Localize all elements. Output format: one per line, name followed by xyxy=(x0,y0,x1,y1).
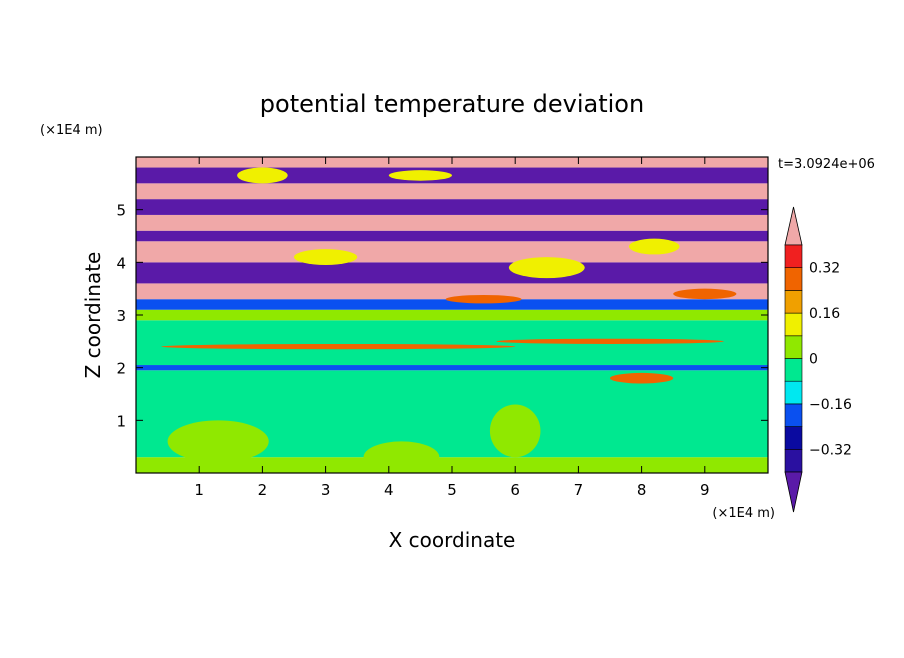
field-band-10 xyxy=(136,214,768,231)
x-tick-label: 6 xyxy=(510,481,520,499)
colorbar-tick-label: 0 xyxy=(809,352,818,368)
y-tick-label: 4 xyxy=(116,254,126,272)
chart-title: potential temperature deviation xyxy=(260,90,644,118)
y-tick-label: 2 xyxy=(116,360,126,378)
y-tick-label: 1 xyxy=(116,412,126,430)
field-band-0 xyxy=(136,457,768,473)
field-band-7 xyxy=(136,262,768,284)
colorbar-tick-label: −0.16 xyxy=(809,397,852,413)
field-feature-2 xyxy=(610,372,674,384)
field-feature-1 xyxy=(496,338,724,344)
colorbar-swatch-2 xyxy=(784,403,803,427)
field-band-12 xyxy=(136,183,768,200)
field-band-2 xyxy=(136,365,768,371)
colorbar-swatch-4 xyxy=(784,358,803,382)
colorbar-tick-label: 0.32 xyxy=(809,261,840,277)
colorbar-swatch-0 xyxy=(784,448,803,473)
colorbar-tick-label: 0.16 xyxy=(809,306,840,322)
field-band-5 xyxy=(136,299,768,310)
y-axis-label: Z coordinate xyxy=(81,252,105,379)
x-tick-label: 1 xyxy=(194,481,204,499)
y-tick-label: 3 xyxy=(116,307,126,325)
y-axis-unit: (×1E4 m) xyxy=(40,123,103,138)
field-feature-10 xyxy=(628,238,680,255)
field-band-13 xyxy=(136,167,768,184)
field-feature-12 xyxy=(445,294,522,304)
field-feature-0 xyxy=(161,343,516,350)
x-axis-label: X coordinate xyxy=(389,528,516,552)
field-feature-5 xyxy=(489,404,541,458)
colorbar: 0.32 0.16 0 −0.16 −0.32 xyxy=(784,206,852,513)
colorbar-extend-bottom xyxy=(784,471,803,513)
x-tick-label: 9 xyxy=(700,481,710,499)
field-feature-7 xyxy=(388,170,452,181)
axes: 1 2 3 4 5 6 7 8 9 1 2 3 4 5 xyxy=(116,157,768,499)
colorbar-swatch-9 xyxy=(784,244,803,269)
field-feature-3 xyxy=(167,420,269,463)
x-tick-label: 5 xyxy=(447,481,457,499)
field-band-9 xyxy=(136,230,768,242)
x-tick-label: 8 xyxy=(637,481,647,499)
colorbar-swatch-3 xyxy=(784,380,803,405)
colorbar-swatch-1 xyxy=(784,426,803,450)
field-band-11 xyxy=(136,199,768,215)
field-band-6 xyxy=(136,283,768,300)
field-feature-6 xyxy=(237,167,288,184)
colorbar-swatch-5 xyxy=(784,335,803,359)
time-label: t=3.0924e+06 xyxy=(778,157,875,172)
field-band-8 xyxy=(136,241,768,263)
plot-area xyxy=(136,157,768,473)
x-tick-label: 4 xyxy=(384,481,394,499)
x-tick-label: 3 xyxy=(321,481,331,499)
colorbar-swatch-8 xyxy=(784,267,803,291)
x-tick-label: 2 xyxy=(258,481,268,499)
field-band-4 xyxy=(136,309,768,321)
y-tick-label: 5 xyxy=(116,202,126,220)
colorbar-swatch-7 xyxy=(784,290,803,314)
field-feature-9 xyxy=(508,257,585,279)
x-tick-label: 7 xyxy=(574,481,584,499)
field-feature-11 xyxy=(673,288,737,300)
colorbar-swatch-6 xyxy=(784,312,803,337)
x-axis-unit: (×1E4 m) xyxy=(712,506,775,521)
colorbar-tick-label: −0.32 xyxy=(809,442,852,458)
colorbar-extend-top xyxy=(784,206,803,246)
field-feature-4 xyxy=(363,441,440,473)
field-feature-8 xyxy=(294,249,358,265)
